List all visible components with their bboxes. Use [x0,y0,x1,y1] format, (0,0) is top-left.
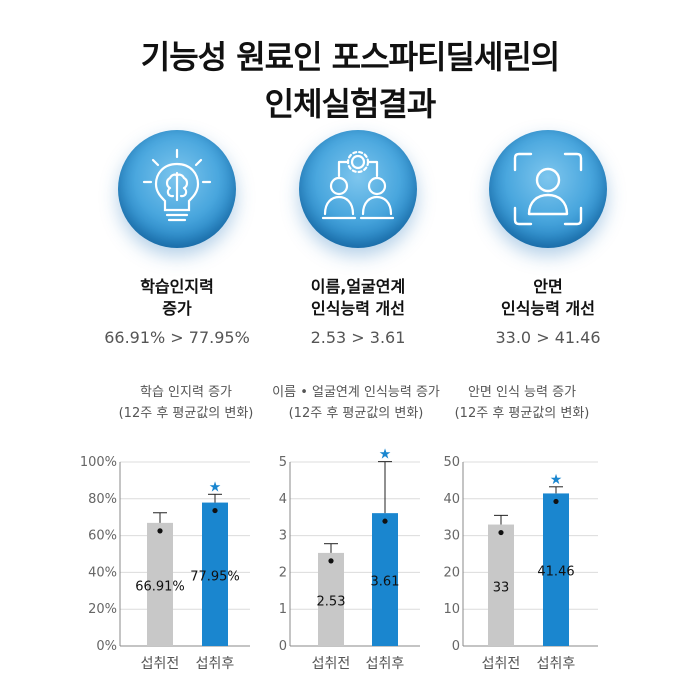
feature-face-recognition: 안면 인식능력 개선 33.0 > 41.46 [458,130,638,347]
y-tick-label: 0 [279,639,287,654]
significance-star: ★ [550,472,563,488]
bar [372,513,398,646]
y-tick-label: 4 [279,492,287,507]
mean-dot [382,518,388,524]
y-tick-label: 40 [443,492,460,507]
y-tick-label: 50 [443,455,460,470]
chart-title-face: 안면 인식 능력 증가 (12주 후 평균값의 변화) [454,385,590,421]
y-tick-label: 3 [279,529,287,544]
chart-title-learning: 학습 인지력 증가 (12주 후 평균값의 변화) [118,385,254,421]
category-label: 섭취전 [312,656,351,672]
feature-title-line1: 학습인지력 [140,277,214,296]
y-tick-label: 0 [452,639,460,654]
category-label: 섭취전 [141,656,180,672]
feature-title-line2: 인식능력 개선 [501,299,595,318]
chart-title-name-face: 이름 • 얼굴연계 인식능력 증가 (12주 후 평균값의 변화) [272,385,440,421]
data-label: 66.91% [135,579,185,594]
feature-orb [299,130,417,248]
lightbulb-brain-icon [142,148,212,222]
feature-title-line1: 이름,얼굴연계 [310,277,406,296]
bar [147,522,173,646]
mean-dot [157,528,163,534]
significance-star: ★ [379,447,392,463]
bar [318,552,344,646]
feature-learning: 학습인지력 증가 66.91% > 77.95% [87,130,267,347]
data-label: 2.53 [317,594,346,609]
people-network-icon [321,150,395,220]
feature-value: 66.91% > 77.95% [104,328,250,347]
mean-dot [553,498,559,505]
y-tick-label: 10 [443,602,460,617]
feature-value: 2.53 > 3.61 [310,328,406,347]
feature-title-line1: 안면 [533,277,563,296]
y-tick-label: 100% [80,455,117,470]
data-label: 77.95% [190,569,240,584]
category-label: 섭취후 [196,656,235,672]
data-label: 41.46 [537,565,574,580]
y-tick-label: 1 [279,602,287,617]
significance-star: ★ [209,479,222,495]
y-tick-label: 5 [279,455,287,470]
category-label: 섭취후 [366,656,405,672]
category-label: 섭취전 [482,656,521,672]
chart-learning: 0% 20% 40% 60% 80% 100% 66.91% 섭취전 77.95% 섭취후 ★ [80,455,250,672]
bar [543,493,569,646]
y-tick-label: 20 [443,565,460,580]
page-title-line2: 인체실험결과 [264,85,437,123]
chart-name-face: 0 1 2 3 4 5 2.53 섭취전 3.61 섭취후 ★ [279,447,420,672]
feature-orb [118,130,236,248]
data-label: 3.61 [371,575,400,590]
feature-orb [489,130,607,248]
category-label: 섭취후 [537,656,576,672]
bar [202,502,228,646]
bar [488,524,514,646]
y-tick-label: 20% [88,602,117,617]
y-tick-label: 0% [96,639,117,654]
y-tick-label: 40% [88,565,117,580]
feature-value: 33.0 > 41.46 [495,328,601,347]
feature-title-line2: 증가 [162,299,192,318]
feature-title-line2: 인식능력 개선 [311,299,405,318]
y-tick-label: 80% [88,492,117,507]
feature-name-face: 이름,얼굴연계 인식능력 개선 2.53 > 3.61 [268,130,448,347]
mean-dot [498,529,504,536]
y-tick-label: 30 [443,529,460,544]
y-tick-label: 2 [279,565,287,580]
mean-dot [328,558,334,564]
data-label: 33 [493,580,510,595]
chart-face-recognition: 0 10 20 30 40 50 33 섭취전 41.46 섭취후 ★ [443,455,598,672]
y-tick-label: 60% [88,529,117,544]
page-title-line1: 기능성 원료인 포스파티딜세린의 [140,38,560,76]
face-scan-icon [513,152,583,226]
mean-dot [212,507,218,514]
